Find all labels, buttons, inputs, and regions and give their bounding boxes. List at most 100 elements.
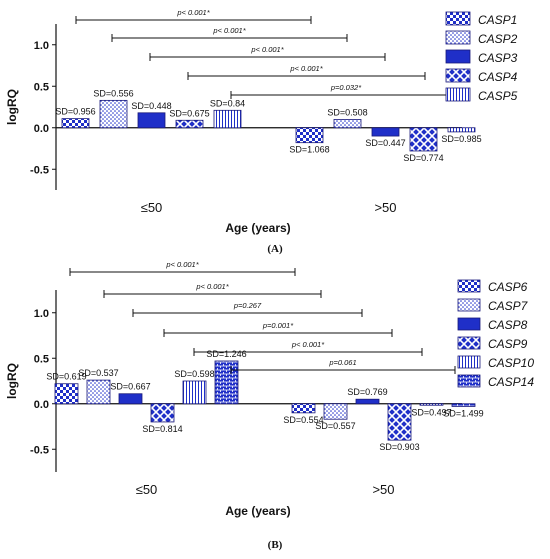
x-axis-label: Age (years) [225,221,290,235]
legend-swatch-casp4 [445,68,471,83]
legend-label: CASP2 [478,32,518,46]
bar-casp7-le50 [86,379,111,405]
y-tick-label: 0.5 [34,353,49,365]
bar-casp10-gt50 [419,403,444,406]
bar-casp5-gt50 [447,127,476,133]
legend: CASP1 CASP2 CASP3 CASP4 CASP5 [445,11,518,103]
p-value-label: p=0.267 [233,301,262,310]
chart-panel-a: -0.5 0.0 0.5 1.0 logRQ SD=0.956 SD=1.068 SD=0.5… [5,8,518,255]
bar-casp14-gt50 [451,403,476,407]
legend-label: CASP8 [488,318,528,332]
significance-bracket: p< 0.001* [149,45,386,61]
sd-label: SD=0.814 [142,424,182,434]
sd-label: SD=0.903 [379,442,419,452]
legend-swatch-casp7 [457,298,481,312]
x-category-label: >50 [372,482,394,497]
p-value-label: p=0.032* [330,83,362,92]
significance-bracket: p=0.061 [230,358,456,374]
legend: CASP6 CASP7 CASP8 CASP9 CASP10 CASP14 [457,279,534,389]
p-value-label: p< 0.001* [195,282,229,291]
legend-label: CASP1 [478,13,517,27]
bar-casp7-gt50 [323,403,348,420]
legend-swatch-casp3 [445,49,471,64]
bar-casp14-le50 [214,360,239,405]
y-axis-label: logRQ [5,363,19,399]
panel-label: (A) [267,243,283,255]
sd-label: SD=0.598 [174,369,214,379]
y-tick-label: 0.0 [34,123,49,135]
sd-label: SD=0.985 [441,134,481,144]
bar-casp4-gt50 [409,127,438,152]
significance-bracket: p< 0.001* [69,260,296,276]
p-value-label: p=0.001* [262,321,294,330]
x-axis-label: Age (years) [225,504,290,518]
bar-casp6-le50 [54,383,79,405]
sd-label: SD=0.447 [365,138,405,148]
sd-label: SD=0.557 [315,421,355,431]
x-category-label: ≤50 [136,482,158,497]
sd-label: SD=0.84 [210,98,245,108]
sd-label: SD=0.556 [93,88,133,98]
sd-label: SD=1.499 [443,408,483,418]
bar-casp8-le50 [118,393,143,405]
bar-casp3-gt50 [371,127,400,137]
sd-label: SD=0.497 [411,407,451,417]
sd-label: SD=0.667 [110,382,150,392]
p-value-label: p< 0.001* [212,26,246,35]
significance-bracket: p< 0.001* [187,64,426,80]
bar-casp6-gt50 [291,403,316,414]
legend-label: CASP10 [488,356,534,370]
sd-label: SD=0.675 [169,108,209,118]
sd-label: SD=0.448 [131,101,171,111]
bar-casp8-gt50 [355,398,380,405]
sd-label: SD=1.246 [206,349,246,359]
legend-label: CASP9 [488,337,528,351]
bar-casp1-gt50 [295,127,324,144]
sd-label: SD=0.508 [327,107,367,117]
bar-casp5-le50 [213,109,242,129]
x-category-label: >50 [374,200,396,215]
bar-casp10-le50 [182,380,207,405]
y-tick-label: 1.0 [34,40,49,52]
bar-casp3-le50 [137,112,166,129]
p-value-label: p< 0.001* [291,340,325,349]
legend-swatch-casp1 [445,11,471,26]
y-tick-label: 1.0 [34,308,49,320]
bar-casp2-le50 [99,99,128,129]
legend-label: CASP3 [478,51,518,65]
bar-casp2-gt50 [333,119,362,129]
p-value-label: p< 0.001* [250,45,284,54]
sd-label: SD=0.619 [46,372,86,382]
p-value-label: p< 0.001* [289,64,323,73]
significance-bracket: p< 0.001* [103,282,322,298]
legend-label: CASP7 [488,299,529,313]
y-tick-label: -0.5 [30,444,49,456]
legend-swatch-casp6 [457,279,481,293]
significance-bracket: p< 0.001* [111,26,348,42]
sd-label: SD=0.554 [283,415,323,425]
y-tick-label: -0.5 [30,164,49,176]
p-value-label: p< 0.001* [165,260,199,269]
significance-bracket: p< 0.001* [193,340,423,356]
legend-swatch-casp9 [457,336,481,350]
x-category-label: ≤50 [141,200,163,215]
significance-bracket: p=0.267 [132,301,363,317]
legend-label: CASP5 [478,89,518,103]
p-value-label: p< 0.001* [176,8,210,17]
sd-label: SD=0.769 [347,387,387,397]
significance-bracket: p=0.001* [163,321,393,337]
sd-label: SD=0.956 [55,107,95,117]
legend-swatch-casp10 [457,355,481,369]
y-tick-label: 0.0 [34,399,49,411]
panel-label: (B) [268,539,283,551]
bar-casp4-le50 [175,119,204,129]
legend-label: CASP4 [478,70,518,84]
sd-label: SD=1.068 [289,145,329,155]
legend-label: CASP14 [488,375,534,389]
legend-swatch-casp8 [457,317,481,331]
bar-casp1-le50 [61,118,90,129]
y-axis-label: logRQ [5,89,19,125]
legend-swatch-casp5 [445,87,471,102]
